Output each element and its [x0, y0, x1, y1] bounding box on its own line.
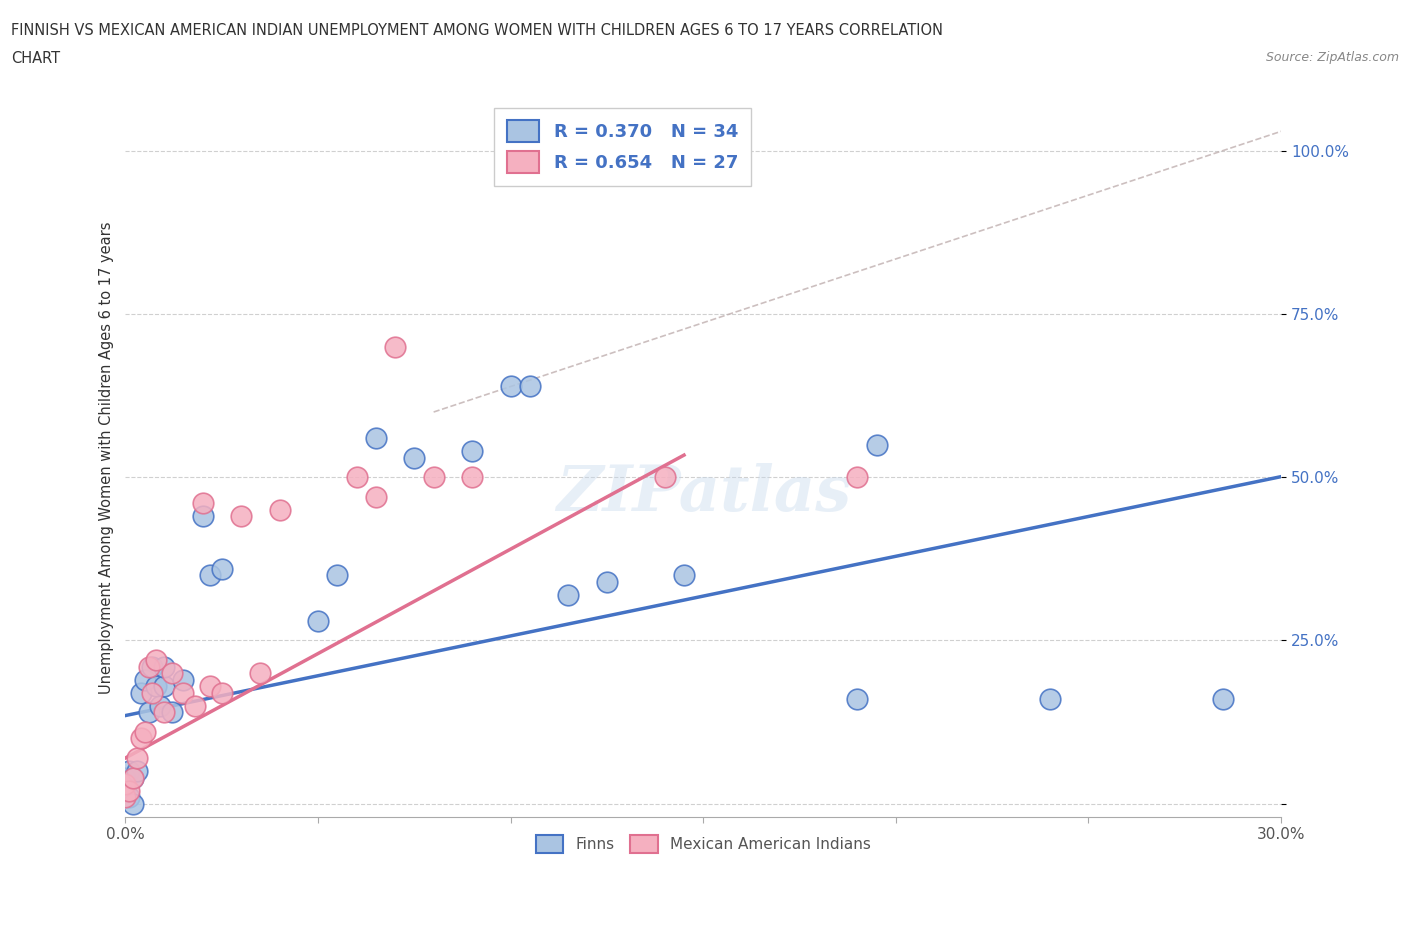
- Point: [200, 567, 222, 582]
- Point: [191, 496, 214, 511]
- Point: [114, 777, 136, 791]
- Point: [138, 705, 160, 720]
- Point: [125, 751, 148, 765]
- Point: [404, 450, 426, 465]
- Point: [138, 659, 160, 674]
- Point: [557, 588, 579, 603]
- Point: [846, 470, 869, 485]
- Point: [145, 679, 167, 694]
- Point: [118, 790, 141, 804]
- Point: [1039, 692, 1062, 707]
- Point: [865, 437, 887, 452]
- Point: [149, 698, 172, 713]
- Legend: Finns, Mexican American Indians: Finns, Mexican American Indians: [530, 829, 877, 859]
- Point: [364, 489, 387, 504]
- Point: [673, 567, 696, 582]
- Point: [1212, 692, 1234, 707]
- Point: [326, 567, 349, 582]
- Point: [364, 431, 387, 445]
- Point: [211, 685, 233, 700]
- Point: [249, 666, 271, 681]
- Y-axis label: Unemployment Among Women with Children Ages 6 to 17 years: Unemployment Among Women with Children A…: [100, 221, 114, 694]
- Point: [141, 659, 163, 674]
- Point: [153, 679, 176, 694]
- Text: ZIPatlas: ZIPatlas: [555, 463, 851, 525]
- Point: [160, 705, 183, 720]
- Point: [184, 698, 207, 713]
- Point: [134, 724, 156, 739]
- Point: [200, 679, 222, 694]
- Point: [211, 561, 233, 576]
- Point: [153, 659, 176, 674]
- Point: [499, 379, 522, 393]
- Point: [129, 731, 152, 746]
- Point: [461, 470, 484, 485]
- Point: [846, 692, 869, 707]
- Point: [191, 509, 214, 524]
- Point: [122, 796, 145, 811]
- Point: [122, 770, 145, 785]
- Point: [229, 509, 252, 524]
- Point: [129, 685, 152, 700]
- Point: [145, 653, 167, 668]
- Point: [141, 685, 163, 700]
- Text: FINNISH VS MEXICAN AMERICAN INDIAN UNEMPLOYMENT AMONG WOMEN WITH CHILDREN AGES 6: FINNISH VS MEXICAN AMERICAN INDIAN UNEMP…: [11, 23, 943, 38]
- Point: [160, 666, 183, 681]
- Point: [114, 770, 136, 785]
- Text: Source: ZipAtlas.com: Source: ZipAtlas.com: [1265, 51, 1399, 64]
- Point: [118, 764, 141, 778]
- Point: [307, 614, 329, 629]
- Point: [422, 470, 444, 485]
- Point: [346, 470, 368, 485]
- Point: [654, 470, 676, 485]
- Point: [172, 685, 194, 700]
- Point: [596, 575, 619, 590]
- Point: [384, 339, 406, 354]
- Point: [172, 672, 194, 687]
- Point: [461, 444, 484, 458]
- Point: [134, 672, 156, 687]
- Point: [269, 502, 291, 517]
- Point: [519, 379, 541, 393]
- Point: [114, 790, 136, 804]
- Point: [114, 783, 136, 798]
- Point: [118, 783, 141, 798]
- Point: [125, 764, 148, 778]
- Text: CHART: CHART: [11, 51, 60, 66]
- Point: [153, 705, 176, 720]
- Point: [122, 770, 145, 785]
